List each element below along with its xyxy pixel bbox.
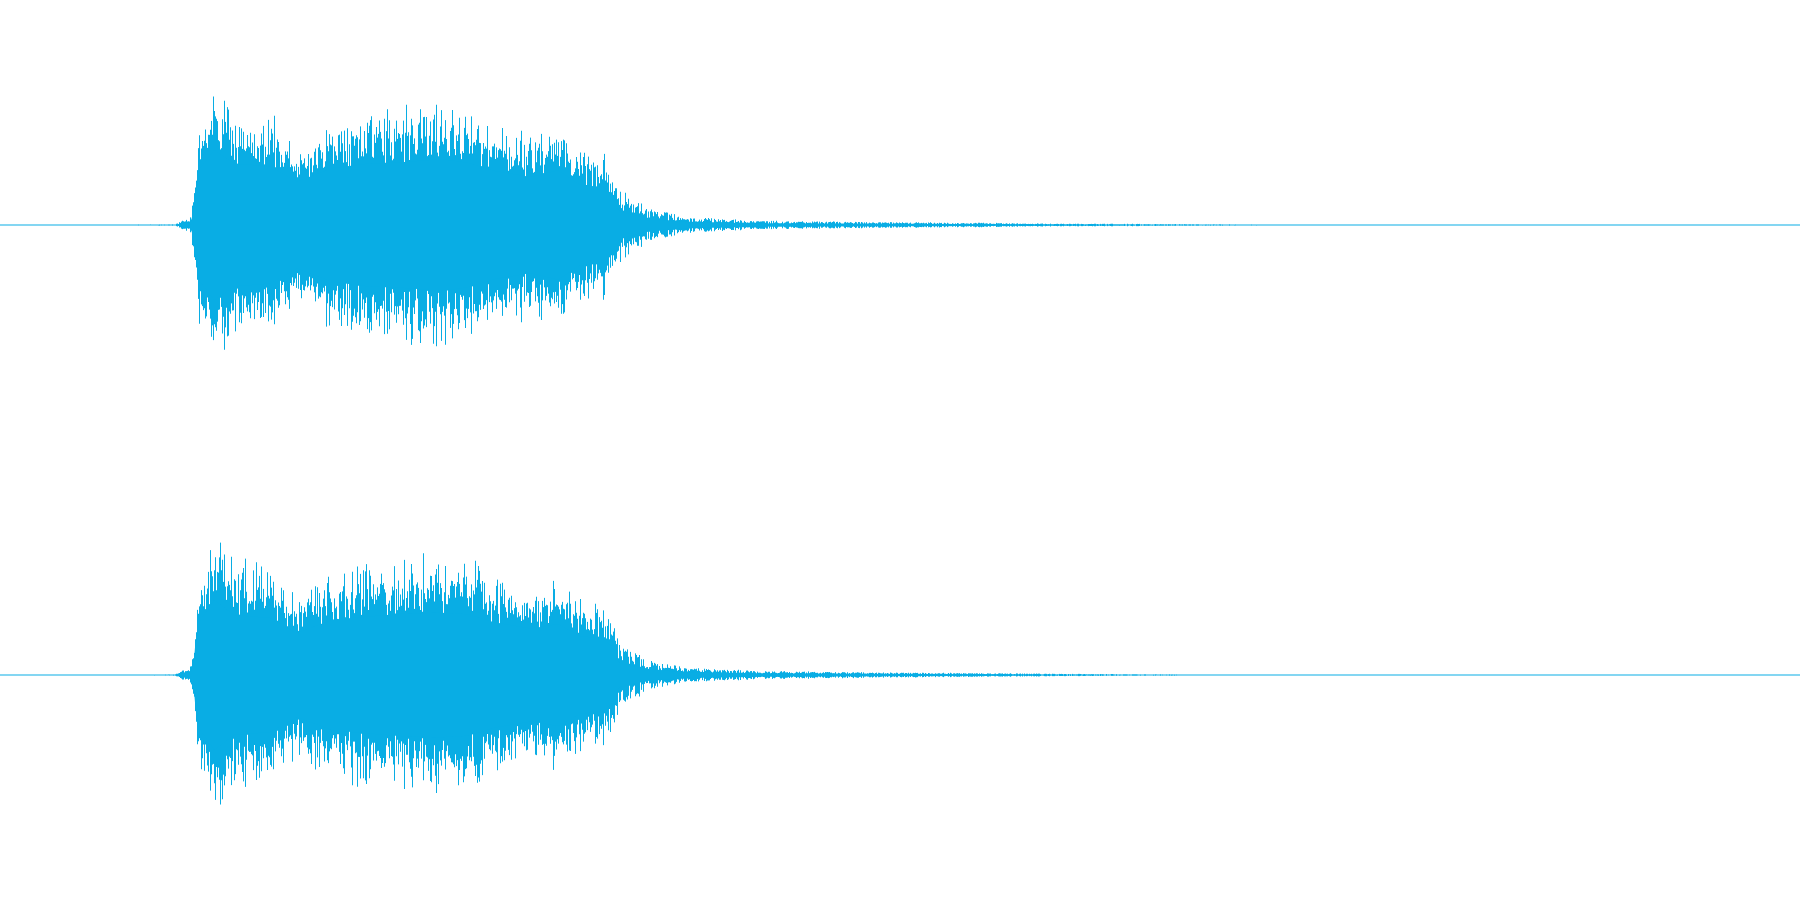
- channel-2-envelope-core: [0, 600, 1799, 750]
- channel-1-waveform: [0, 96, 1800, 350]
- channel-1-envelope-core: [0, 150, 1799, 300]
- channel-2-waveform: [0, 542, 1800, 805]
